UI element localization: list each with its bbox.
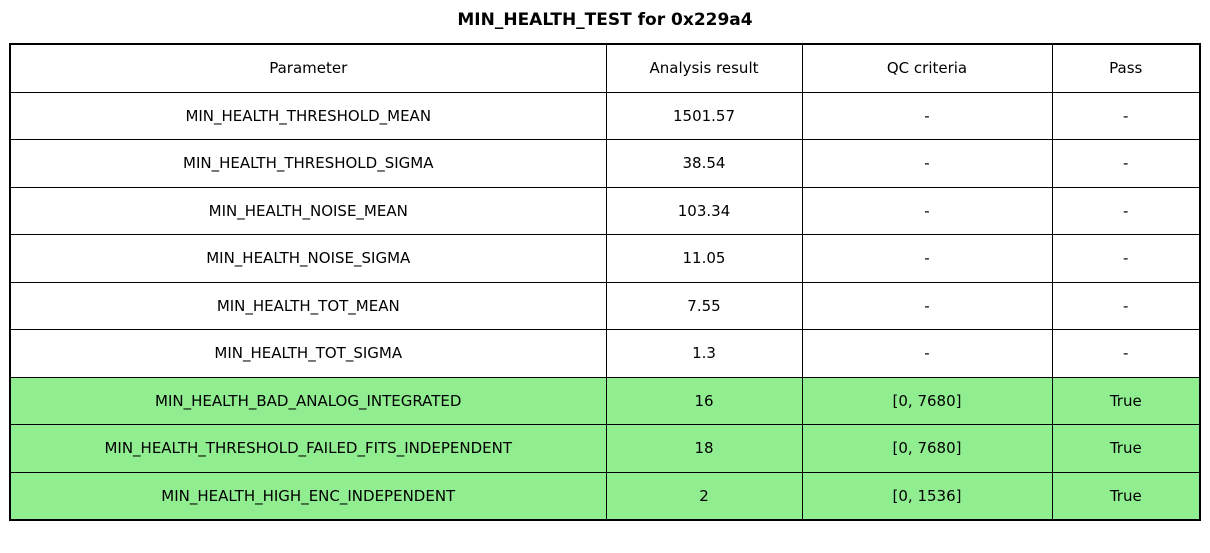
cell-pass: - xyxy=(1051,91,1201,140)
table-row: MIN_HEALTH_TOT_MEAN 7.55- - xyxy=(9,281,1201,330)
table-row: MIN_HEALTH_THRESHOLD_MEAN 1501.57- - xyxy=(9,91,1201,140)
cell-pass: - xyxy=(1051,234,1201,283)
cell-parameter: MIN_HEALTH_TOT_SIGMA xyxy=(9,329,607,378)
cell-parameter: MIN_HEALTH_BAD_ANALOG_INTEGRATED xyxy=(9,376,607,425)
cell-parameter: MIN_HEALTH_HIGH_ENC_INDEPENDENT xyxy=(9,471,607,521)
cell-pass: True xyxy=(1051,424,1201,473)
qc-results-table: Parameter Analysis result QC criteria Pa… xyxy=(9,43,1201,521)
cell-parameter: MIN_HEALTH_THRESHOLD_MEAN xyxy=(9,91,607,140)
cell-qc-criteria: - xyxy=(801,281,1053,330)
header-analysis-result: Analysis result xyxy=(605,43,803,93)
cell-parameter: MIN_HEALTH_NOISE_MEAN xyxy=(9,186,607,235)
cell-qc-criteria: - xyxy=(801,329,1053,378)
cell-qc-criteria: [0, 7680] xyxy=(801,376,1053,425)
header-parameter: Parameter xyxy=(9,43,607,93)
cell-parameter: MIN_HEALTH_NOISE_SIGMA xyxy=(9,234,607,283)
table-row: MIN_HEALTH_THRESHOLD_SIGMA 38.54- - xyxy=(9,139,1201,188)
cell-pass: - xyxy=(1051,139,1201,188)
cell-analysis-result: 2 xyxy=(605,471,803,521)
table-header-row: Parameter Analysis result QC criteria Pa… xyxy=(9,43,1201,93)
cell-pass: True xyxy=(1051,376,1201,425)
table-row: MIN_HEALTH_TOT_SIGMA 1.3- - xyxy=(9,329,1201,378)
cell-analysis-result: 18 xyxy=(605,424,803,473)
cell-qc-criteria: - xyxy=(801,234,1053,283)
cell-analysis-result: 7.55 xyxy=(605,281,803,330)
header-qc-criteria: QC criteria xyxy=(801,43,1053,93)
cell-analysis-result: 1501.57 xyxy=(605,91,803,140)
cell-pass: - xyxy=(1051,329,1201,378)
cell-parameter: MIN_HEALTH_THRESHOLD_FAILED_FITS_INDEPEN… xyxy=(9,424,607,473)
table-body: MIN_HEALTH_THRESHOLD_MEAN 1501.57- - MIN_HE… xyxy=(9,91,1201,521)
cell-pass: - xyxy=(1051,281,1201,330)
page-title: MIN_HEALTH_TEST for 0x229a4 xyxy=(457,10,753,30)
cell-analysis-result: 103.34 xyxy=(605,186,803,235)
cell-pass: True xyxy=(1051,471,1201,521)
cell-analysis-result: 38.54 xyxy=(605,139,803,188)
cell-analysis-result: 1.3 xyxy=(605,329,803,378)
cell-pass: - xyxy=(1051,186,1201,235)
cell-qc-criteria: - xyxy=(801,139,1053,188)
table-row: MIN_HEALTH_BAD_ANALOG_INTEGRATED 16 [0, 76… xyxy=(9,376,1201,425)
cell-analysis-result: 16 xyxy=(605,376,803,425)
cell-qc-criteria: - xyxy=(801,91,1053,140)
table-row: MIN_HEALTH_THRESHOLD_FAILED_FITS_INDEPEN… xyxy=(9,424,1201,473)
cell-qc-criteria: [0, 1536] xyxy=(801,471,1053,521)
header-pass: Pass xyxy=(1051,43,1201,93)
table-row: MIN_HEALTH_NOISE_MEAN 103.34- - xyxy=(9,186,1201,235)
table-row: MIN_HEALTH_NOISE_SIGMA 11.05- - xyxy=(9,234,1201,283)
cell-analysis-result: 11.05 xyxy=(605,234,803,283)
cell-parameter: MIN_HEALTH_TOT_MEAN xyxy=(9,281,607,330)
table-row: MIN_HEALTH_HIGH_ENC_INDEPENDENT 2 [0, 1536… xyxy=(9,471,1201,521)
cell-qc-criteria: [0, 7680] xyxy=(801,424,1053,473)
cell-qc-criteria: - xyxy=(801,186,1053,235)
cell-parameter: MIN_HEALTH_THRESHOLD_SIGMA xyxy=(9,139,607,188)
